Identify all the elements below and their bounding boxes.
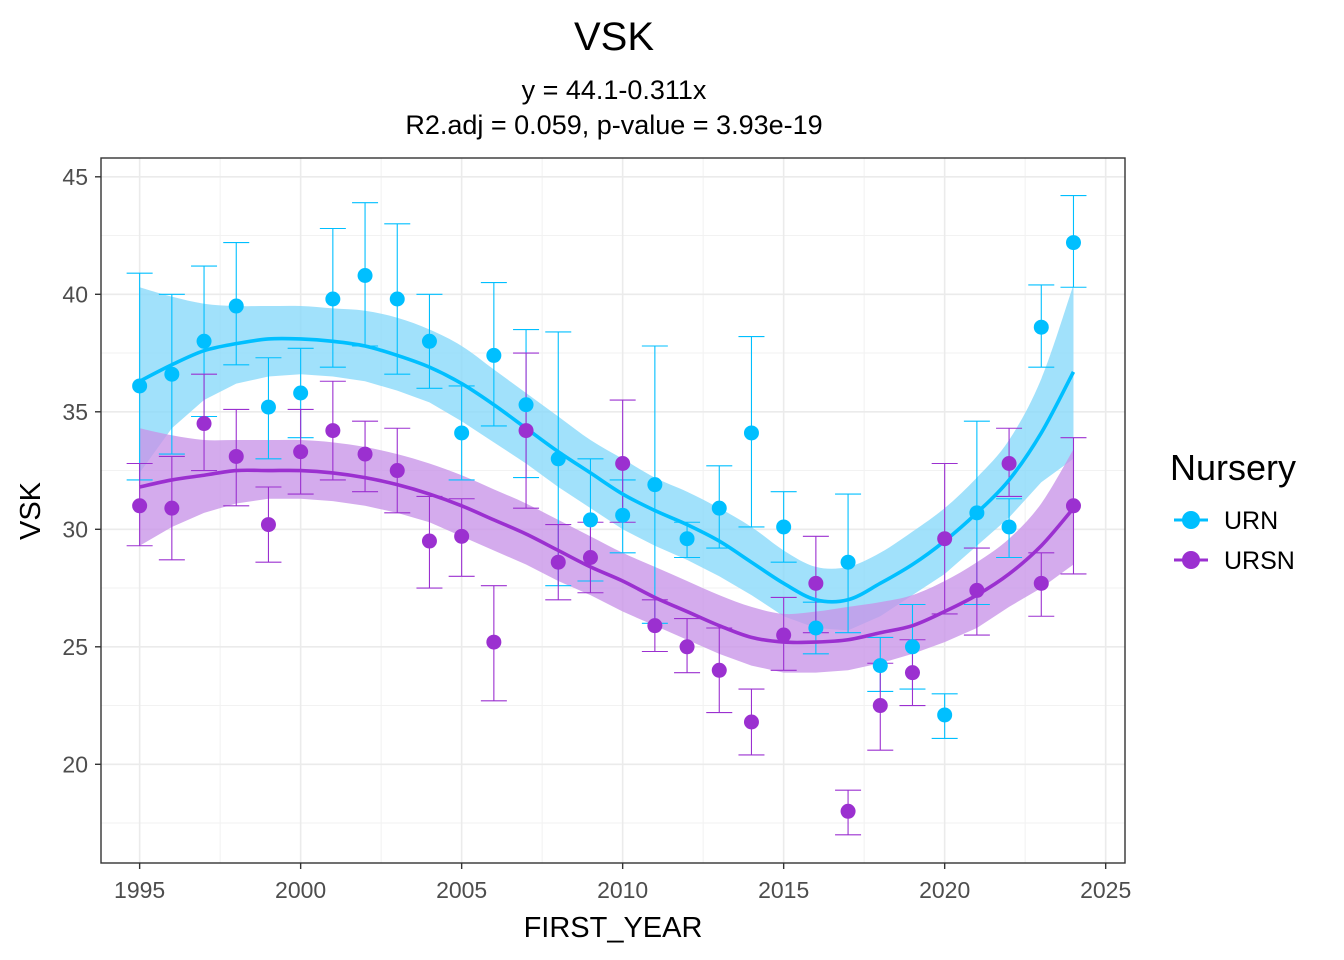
data-point-urn [840, 554, 856, 570]
data-point-ursn [615, 456, 631, 471]
data-point-ursn [582, 550, 598, 565]
y-tick-label: 20 [62, 751, 88, 777]
legend-key-dot-ursn [1182, 551, 1200, 569]
data-point-urn [293, 385, 309, 401]
data-point-urn [679, 531, 695, 547]
data-point-urn [260, 399, 276, 415]
confidence-band-urn [139, 284, 1074, 631]
confidence-bands [139, 284, 1074, 673]
y-tick-label: 30 [62, 516, 88, 542]
data-point-ursn [1001, 456, 1017, 471]
data-point-ursn [132, 498, 148, 514]
data-point-ursn [164, 500, 180, 516]
data-point-urn [711, 500, 727, 516]
x-tick-label: 1995 [114, 877, 165, 903]
y-axis-title: VSK [15, 481, 47, 540]
data-point-ursn [711, 662, 727, 678]
data-point-urn [1001, 519, 1017, 535]
legend-key-dot-urn [1182, 511, 1200, 529]
data-point-ursn [293, 444, 309, 460]
data-point-urn [1033, 319, 1049, 335]
data-point-urn [196, 333, 212, 349]
data-point-urn [421, 333, 437, 349]
data-point-urn [647, 477, 663, 493]
data-point-ursn [518, 423, 534, 439]
data-point-ursn [228, 448, 244, 464]
legend: Nursery URN URSN [1170, 447, 1296, 575]
y-tick-label: 25 [62, 634, 88, 660]
data-point-ursn [196, 416, 212, 432]
data-point-urn [808, 620, 824, 636]
x-tick-label: 2005 [436, 877, 487, 903]
panel-border [100, 157, 1126, 864]
data-point-ursn [389, 463, 405, 479]
data-point-urn [1065, 235, 1081, 251]
data-point-urn [132, 378, 148, 394]
data-point-ursn [904, 665, 920, 681]
data-point-urn [743, 425, 759, 441]
data-point-urn [228, 298, 244, 314]
smooth-line-ursn [139, 468, 1075, 645]
legend-label-ursn: URSN [1224, 547, 1295, 575]
data-point-urn [550, 451, 566, 467]
x-tick-label: 2020 [919, 877, 970, 903]
data-point-ursn [872, 698, 888, 714]
data-point-ursn [1065, 498, 1081, 514]
data-point-ursn [357, 446, 373, 462]
y-tick-label: 35 [62, 399, 88, 425]
data-point-urn [389, 291, 405, 307]
data-point-urn [776, 519, 792, 535]
data-point-urn [357, 268, 373, 283]
legend-label-urn: URN [1224, 507, 1278, 535]
data-point-urn [615, 507, 631, 523]
chart-subtitle-stats: R2.adj = 0.059, p-value = 3.93e-19 [405, 110, 822, 140]
legend-item-urn: URN [1174, 507, 1278, 535]
chart-title: VSK [574, 15, 654, 59]
legend-item-ursn: URSN [1174, 547, 1295, 575]
data-point-ursn [550, 554, 566, 570]
data-point-ursn [969, 582, 985, 598]
data-point-urn [904, 639, 920, 655]
data-point-ursn [840, 803, 856, 819]
data-point-ursn [454, 528, 470, 544]
chart-subtitle-equation: y = 44.1-0.311x [522, 75, 707, 105]
data-point-ursn [325, 423, 341, 439]
data-point-urn [164, 366, 180, 382]
data-point-ursn [421, 533, 437, 549]
smooth-line-urn [138, 336, 1076, 604]
data-point-urn [486, 347, 502, 363]
x-axis-title: FIRST_YEAR [524, 912, 703, 944]
data-point-ursn [260, 517, 276, 533]
data-point-ursn [808, 575, 824, 591]
data-point-ursn [647, 618, 663, 634]
data-point-urn [937, 707, 953, 723]
confidence-band-ursn [139, 428, 1074, 673]
data-point-urn [518, 397, 534, 413]
data-point-ursn [743, 714, 759, 730]
data-point-urn [454, 425, 470, 441]
data-point-ursn [937, 531, 953, 547]
data-points [132, 235, 1081, 819]
data-point-urn [872, 658, 888, 674]
data-point-urn [582, 512, 598, 528]
y-tick-label: 45 [62, 164, 88, 190]
data-point-ursn [486, 634, 502, 650]
x-tick-label: 2010 [597, 877, 648, 903]
data-point-urn [325, 291, 341, 307]
data-point-ursn [679, 639, 695, 655]
x-tick-label: 2015 [758, 877, 809, 903]
data-point-urn [969, 505, 985, 521]
y-tick-label: 40 [62, 281, 88, 307]
data-point-ursn [1033, 575, 1049, 591]
data-point-ursn [776, 627, 792, 643]
x-tick-label: 2025 [1080, 877, 1131, 903]
x-tick-label: 2000 [275, 877, 326, 903]
smooth-lines [138, 336, 1076, 645]
legend-title: Nursery [1170, 447, 1296, 488]
